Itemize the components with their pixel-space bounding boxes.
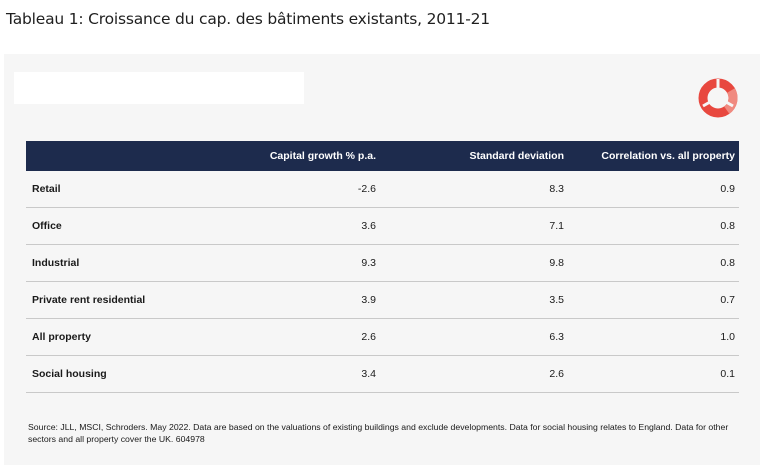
row-label: Social housing	[26, 355, 206, 393]
header-correlation: Correlation vs. all property	[568, 141, 739, 171]
cell-correlation: 0.8	[568, 244, 739, 282]
cell-correlation: 0.7	[568, 281, 739, 319]
table-row: Private rent residential 3.9 3.5 0.7	[26, 281, 739, 319]
cell-capital-growth: 3.4	[206, 355, 380, 393]
data-table: Capital growth % p.a. Standard deviation…	[26, 141, 739, 393]
cell-standard-deviation: 2.6	[380, 355, 568, 393]
table-row: Office 3.6 7.1 0.8	[26, 207, 739, 245]
cell-capital-growth: 3.9	[206, 281, 380, 319]
source-note: Source: JLL, MSCI, Schroders. May 2022. …	[28, 422, 729, 444]
cell-capital-growth: 3.6	[206, 207, 380, 245]
header-standard-deviation: Standard deviation	[380, 141, 568, 171]
header-capital-growth: Capital growth % p.a.	[206, 141, 380, 171]
row-label: Office	[26, 207, 206, 245]
table-row: All property 2.6 6.3 1.0	[26, 318, 739, 356]
cell-correlation: 0.9	[568, 171, 739, 208]
cell-standard-deviation: 9.8	[380, 244, 568, 282]
table-row: Social housing 3.4 2.6 0.1	[26, 355, 739, 393]
cell-capital-growth: 2.6	[206, 318, 380, 356]
cell-standard-deviation: 7.1	[380, 207, 568, 245]
blank-label-area	[14, 72, 304, 104]
table-card: Capital growth % p.a. Standard deviation…	[4, 54, 760, 465]
cell-correlation: 1.0	[568, 318, 739, 356]
table-row: Industrial 9.3 9.8 0.8	[26, 244, 739, 282]
row-label: All property	[26, 318, 206, 356]
table-header-row: Capital growth % p.a. Standard deviation…	[26, 141, 739, 171]
page-title: Tableau 1: Croissance du cap. des bâtime…	[6, 10, 490, 28]
cell-correlation: 0.8	[568, 207, 739, 245]
row-label: Retail	[26, 171, 206, 208]
header-sector	[26, 141, 206, 171]
row-label: Industrial	[26, 244, 206, 282]
cell-standard-deviation: 8.3	[380, 171, 568, 208]
cell-standard-deviation: 3.5	[380, 281, 568, 319]
table-row: Retail -2.6 8.3 0.9	[26, 171, 739, 208]
row-label: Private rent residential	[26, 281, 206, 319]
schroders-ring-icon	[698, 78, 738, 118]
cell-capital-growth: -2.6	[206, 171, 380, 208]
cell-standard-deviation: 6.3	[380, 318, 568, 356]
cell-capital-growth: 9.3	[206, 244, 380, 282]
cell-correlation: 0.1	[568, 355, 739, 393]
